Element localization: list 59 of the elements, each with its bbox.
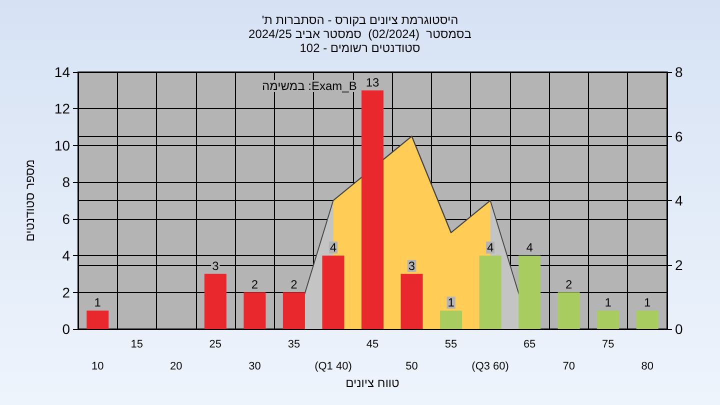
bar xyxy=(322,256,344,329)
data-label: 4 xyxy=(330,240,337,255)
y2-tick-label: 6 xyxy=(675,128,683,144)
x-tick-label: 80 xyxy=(641,360,654,372)
bar xyxy=(282,292,305,329)
x-tick-label: 50 xyxy=(406,360,418,372)
bar xyxy=(636,310,658,329)
y-tick-label: 8 xyxy=(62,174,70,190)
x-tick-label: 10 xyxy=(92,360,104,372)
x-axis-title: טווח ציונים xyxy=(346,376,400,390)
x-tick-label: (Q3 60) xyxy=(472,360,509,372)
y-tick-label: 6 xyxy=(62,210,70,227)
bar xyxy=(204,274,226,329)
y-tick-label: 0 xyxy=(62,321,70,337)
data-label: 1 xyxy=(644,296,652,310)
chart-title: 'היסטוגרמת ציונים בקורס - הסתברות ת xyxy=(262,13,458,27)
bar xyxy=(597,310,620,329)
x-tick-label: 25 xyxy=(209,338,222,350)
data-label: 3 xyxy=(408,258,416,273)
y2-tick-label: 4 xyxy=(675,192,683,208)
x-tick-label: 35 xyxy=(288,338,300,350)
annotation: במשימה :Exam_B xyxy=(262,79,357,93)
bar xyxy=(479,256,502,329)
data-label: 1 xyxy=(448,296,455,310)
x-tick-label: 45 xyxy=(366,338,379,350)
data-label: 2 xyxy=(565,277,572,292)
y-tick-label: 14 xyxy=(54,64,70,80)
y-tick-label: 2 xyxy=(62,284,70,300)
x-tick-label: (Q1 40) xyxy=(314,360,352,372)
bar xyxy=(362,90,384,329)
y-tick-label: 10 xyxy=(54,137,70,154)
x-tick-label: 55 xyxy=(444,338,458,350)
bar xyxy=(244,292,266,329)
data-label: 4 xyxy=(486,240,494,255)
x-tick-label: 65 xyxy=(523,338,536,350)
x-tick-label: 75 xyxy=(602,338,614,350)
y-tick-label: 4 xyxy=(62,248,70,264)
data-label: 1 xyxy=(94,296,102,310)
x-tick-label: 20 xyxy=(170,360,182,372)
y-axis-title: מספר סטודנטים xyxy=(23,159,37,242)
x-tick-label: 70 xyxy=(562,360,575,372)
y2-tick-label: 2 xyxy=(675,256,683,273)
x-tick-label: 30 xyxy=(248,360,261,372)
data-label: 1 xyxy=(604,296,612,310)
y2-tick-label: 0 xyxy=(675,321,683,337)
chart-subtitle: בסמסטר (02/2024) סמסטר אביב 2024/25 סטודנטים רשומים - 102 xyxy=(248,27,472,55)
data-label: 2 xyxy=(290,277,298,292)
x-tick-label: 15 xyxy=(130,338,144,350)
bar xyxy=(400,274,423,329)
y-tick-label: 12 xyxy=(54,100,70,117)
bar xyxy=(558,292,580,329)
data-label: 3 xyxy=(212,258,220,273)
bar xyxy=(440,310,462,329)
bar xyxy=(518,256,541,329)
bar xyxy=(86,310,109,329)
data-label: 4 xyxy=(526,240,534,255)
y2-tick-label: 8 xyxy=(675,64,683,80)
data-label: 13 xyxy=(366,75,380,90)
data-label: 2 xyxy=(251,277,258,292)
